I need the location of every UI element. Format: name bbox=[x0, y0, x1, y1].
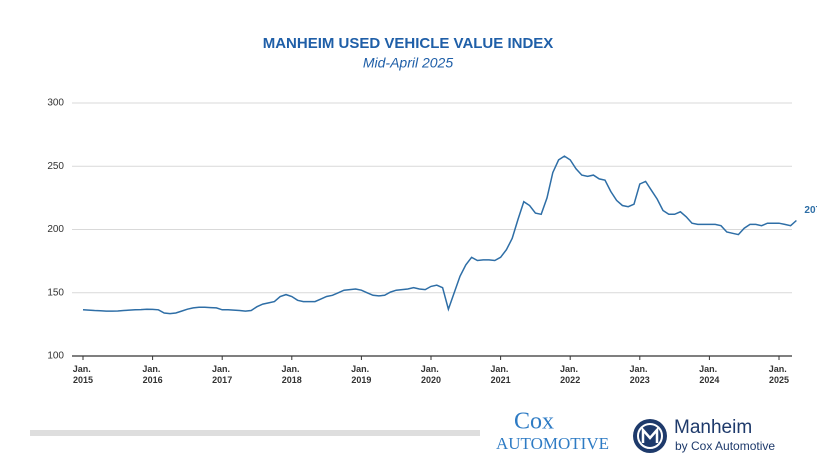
end-value-label: 207.1 bbox=[804, 205, 817, 216]
line-series bbox=[82, 155, 797, 315]
manheim-logo: Manheim bbox=[674, 417, 752, 438]
chart-title: MANHEIM USED VEHICLE VALUE INDEX bbox=[263, 35, 554, 52]
x-tick-label: Jan. 2018 bbox=[282, 364, 303, 385]
x-tick-label: Jan. 2020 bbox=[421, 364, 442, 385]
x-tick-label: Jan. 2025 bbox=[769, 364, 790, 385]
y-tick-label: 200 bbox=[47, 224, 64, 235]
y-tick-label: 100 bbox=[47, 351, 64, 362]
manheim-icon-m bbox=[641, 426, 659, 443]
x-tick-label: Jan. 2021 bbox=[490, 364, 511, 385]
cox-logo-sub: AUTOMOTIVE bbox=[496, 434, 609, 453]
x-tick-label: Jan. 2015 bbox=[73, 364, 94, 385]
cox-logo: Cox bbox=[514, 409, 554, 435]
chart-subtitle: Mid-April 2025 bbox=[363, 55, 453, 71]
y-tick-label: 150 bbox=[47, 287, 64, 298]
footer-bar bbox=[30, 430, 480, 436]
manheim-icon-ring bbox=[637, 423, 663, 449]
x-tick-label: Jan. 2016 bbox=[142, 364, 163, 385]
x-tick-label: Jan. 2024 bbox=[699, 364, 720, 385]
x-tick-label: Jan. 2023 bbox=[630, 364, 651, 385]
x-tick-label: Jan. 2017 bbox=[212, 364, 233, 385]
manheim-logo-sub: by Cox Automotive bbox=[675, 439, 775, 453]
x-tick-label: Jan. 2019 bbox=[351, 364, 372, 385]
y-tick-label: 250 bbox=[47, 161, 64, 172]
y-tick-label: 300 bbox=[47, 98, 64, 109]
x-tick-label: Jan. 2022 bbox=[560, 364, 581, 385]
